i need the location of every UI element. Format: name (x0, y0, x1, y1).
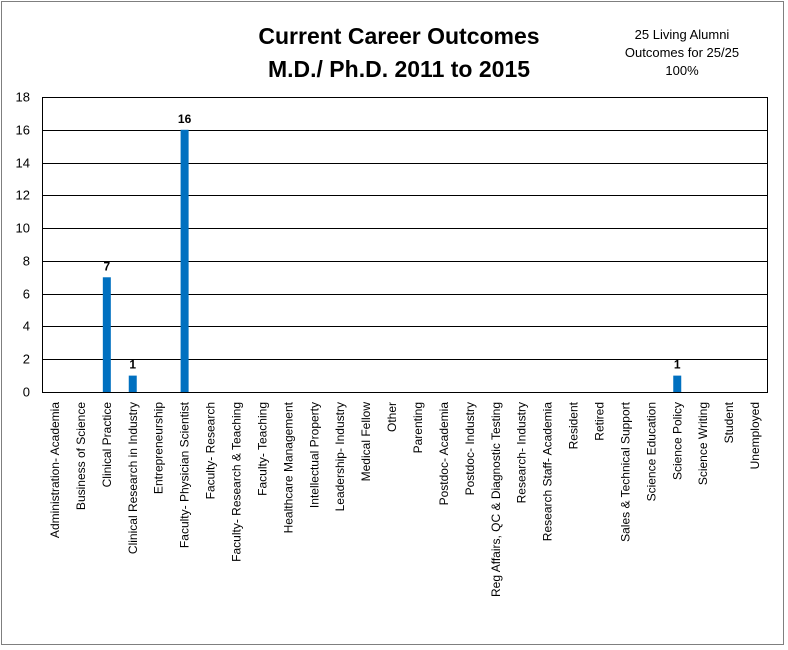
x-tick-label: Leadership- Industry (333, 402, 347, 511)
x-tick-label: Business of Science (74, 402, 88, 510)
axes (42, 97, 768, 393)
y-tick-label: 6 (23, 287, 30, 302)
y-tick-label: 12 (16, 188, 30, 203)
data-label: 1 (129, 358, 136, 372)
x-tick-label: Science Policy (670, 402, 684, 480)
x-tick-label: Intellectual Property (307, 402, 321, 508)
x-axis-ticks: Administration- Academia Business of Scie… (48, 401, 762, 597)
x-tick-label: Clinical Practice (100, 402, 114, 488)
chart-annotation: 25 Living Alumni Outcomes for 25/25 100% (606, 26, 758, 80)
gridlines (42, 97, 768, 360)
chart-title-line-2: M.D./ Ph.D. 2011 to 2015 (267, 56, 531, 82)
x-tick-label: Retired (592, 402, 606, 441)
x-tick-label: Faculty- Research & Teaching (229, 402, 243, 562)
bar (102, 277, 111, 392)
y-tick-label: 16 (16, 123, 30, 138)
x-tick-label: Postdoc- Industry (463, 402, 477, 495)
chart-title-line-1: Current Career Outcomes (258, 23, 540, 49)
x-tick-label: Faculty- Physician Scientist (178, 401, 192, 548)
x-tick-label: Reg Affairs, QC & Diagnostic Testing (489, 402, 503, 597)
bar (180, 129, 189, 392)
x-tick-label: Clinical Research in Industry (126, 402, 140, 554)
chart-title: Current Career Outcomes M.D./ Ph.D. 2011… (220, 20, 578, 86)
y-tick-label: 14 (16, 156, 30, 171)
x-tick-label: Student (722, 401, 736, 443)
x-tick-label: Parenting (411, 402, 425, 453)
x-tick-label: Entrepreneurship (152, 402, 166, 494)
x-tick-label: Science Education (644, 402, 658, 501)
annotation-line-2: Outcomes for 25/25 (624, 45, 740, 60)
annotation-line-1: 25 Living Alumni (634, 27, 730, 42)
x-tick-label: Medical Fellow (359, 402, 373, 482)
y-tick-label: 8 (23, 254, 30, 269)
x-tick-label: Healthcare Management (281, 401, 295, 533)
data-label: 7 (103, 259, 110, 273)
x-tick-label: Resident (567, 401, 581, 449)
y-tick-label: 10 (16, 221, 30, 236)
x-tick-label: Administration- Academia (48, 402, 62, 538)
x-tick-label: Postdoc- Academia (437, 402, 451, 506)
y-tick-label: 18 (16, 90, 30, 105)
x-tick-label: Research Staff- Academia (541, 402, 555, 542)
data-label: 16 (178, 112, 192, 126)
y-tick-label: 2 (23, 352, 30, 367)
x-tick-label: Faculty- Teaching (255, 402, 269, 496)
x-tick-label: Sales & Technical Support (618, 401, 632, 542)
x-tick-label: Other (385, 402, 399, 432)
y-tick-label: 4 (23, 319, 30, 334)
bars (102, 129, 682, 392)
x-tick-label: Science Writing (696, 402, 710, 485)
x-tick-label: Faculty- Research (204, 402, 218, 499)
x-tick-label: Unemployed (748, 402, 762, 469)
data-label: 1 (674, 358, 681, 372)
data-labels: 7 1 16 1 (103, 112, 680, 372)
x-tick-label: Research- Industry (515, 402, 529, 503)
bar (673, 375, 682, 392)
y-axis-ticks: 0 2 4 6 8 10 12 14 16 18 (16, 90, 30, 400)
bar (128, 375, 137, 392)
annotation-line-3: 100% (665, 63, 699, 78)
y-tick-label: 0 (23, 385, 30, 400)
